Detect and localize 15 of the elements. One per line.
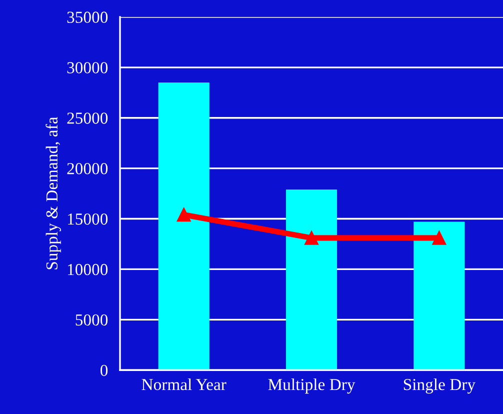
y-tick-label: 25000 [67,112,108,124]
bar [286,190,338,370]
bar [158,82,210,370]
y-tick-label: 20000 [67,163,108,174]
y-tick-label: 10000 [68,264,108,276]
y-axis-title: Supply & Demand, afa [46,116,61,270]
y-tick-label: 0 [100,364,108,376]
y-tick-label: 5000 [76,314,108,326]
bar [414,222,465,370]
x-tick-label: Single Dry [404,378,476,394]
y-tick-label: 15000 [68,213,108,225]
y-tick-label: 30000 [67,62,108,74]
y-tick-label: 35000 [67,12,108,23]
x-tick-label: Multiple Dry [268,378,356,394]
x-tick-label: Normal Year [142,378,226,390]
